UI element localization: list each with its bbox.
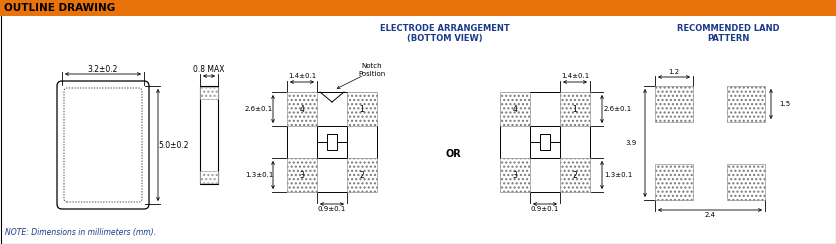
Text: 5.0±0.2: 5.0±0.2 <box>159 141 189 150</box>
Text: 1.5: 1.5 <box>779 101 790 107</box>
Text: 3.9: 3.9 <box>626 140 637 146</box>
Text: 2.6±0.1: 2.6±0.1 <box>604 106 632 112</box>
Text: 2: 2 <box>573 171 578 180</box>
Text: OR: OR <box>445 149 461 159</box>
Bar <box>560 158 590 192</box>
Bar <box>500 92 530 126</box>
Bar <box>200 87 218 99</box>
Bar <box>347 158 377 192</box>
FancyBboxPatch shape <box>57 81 149 209</box>
Text: 1.3±0.1: 1.3±0.1 <box>604 172 632 178</box>
Text: Notch
Position: Notch Position <box>359 63 385 77</box>
Text: 0.9±0.1: 0.9±0.1 <box>531 206 559 212</box>
Text: OUTLINE DRAWING: OUTLINE DRAWING <box>4 3 115 13</box>
Text: 2: 2 <box>359 171 364 180</box>
Text: ELECTRODE ARRANGEMENT
(BOTTOM VIEW): ELECTRODE ARRANGEMENT (BOTTOM VIEW) <box>380 24 510 43</box>
Text: 1.2: 1.2 <box>669 69 680 75</box>
Text: 1.4±0.1: 1.4±0.1 <box>561 73 589 79</box>
Text: 4: 4 <box>512 104 517 113</box>
Bar <box>655 164 693 200</box>
Text: NOTE: Dimensions in millimeters (mm).: NOTE: Dimensions in millimeters (mm). <box>5 228 156 237</box>
Bar <box>347 92 377 126</box>
Text: RECOMMENDED LAND
PATTERN: RECOMMENDED LAND PATTERN <box>676 24 779 43</box>
Text: 2.4: 2.4 <box>705 212 716 218</box>
Text: 1.4±0.1: 1.4±0.1 <box>288 73 316 79</box>
Bar <box>287 158 317 192</box>
Bar <box>560 92 590 126</box>
Text: 1: 1 <box>573 104 578 113</box>
Bar <box>540 134 550 150</box>
Text: 2.6±0.1: 2.6±0.1 <box>245 106 273 112</box>
Text: 1.3±0.1: 1.3±0.1 <box>245 172 273 178</box>
Text: 3: 3 <box>512 171 517 180</box>
Text: 3: 3 <box>299 171 304 180</box>
Bar <box>500 158 530 192</box>
Bar <box>287 92 317 126</box>
Bar <box>200 171 218 183</box>
Text: 0.9±0.1: 0.9±0.1 <box>318 206 346 212</box>
Text: 0.8 MAX: 0.8 MAX <box>193 65 225 74</box>
Bar <box>0 0 836 16</box>
Bar <box>327 134 337 150</box>
Bar <box>200 86 218 184</box>
Bar <box>727 164 765 200</box>
Bar <box>655 86 693 122</box>
Text: 4: 4 <box>299 104 304 113</box>
Text: 1: 1 <box>359 104 364 113</box>
Bar <box>727 86 765 122</box>
Text: 3.2±0.2: 3.2±0.2 <box>88 64 118 73</box>
